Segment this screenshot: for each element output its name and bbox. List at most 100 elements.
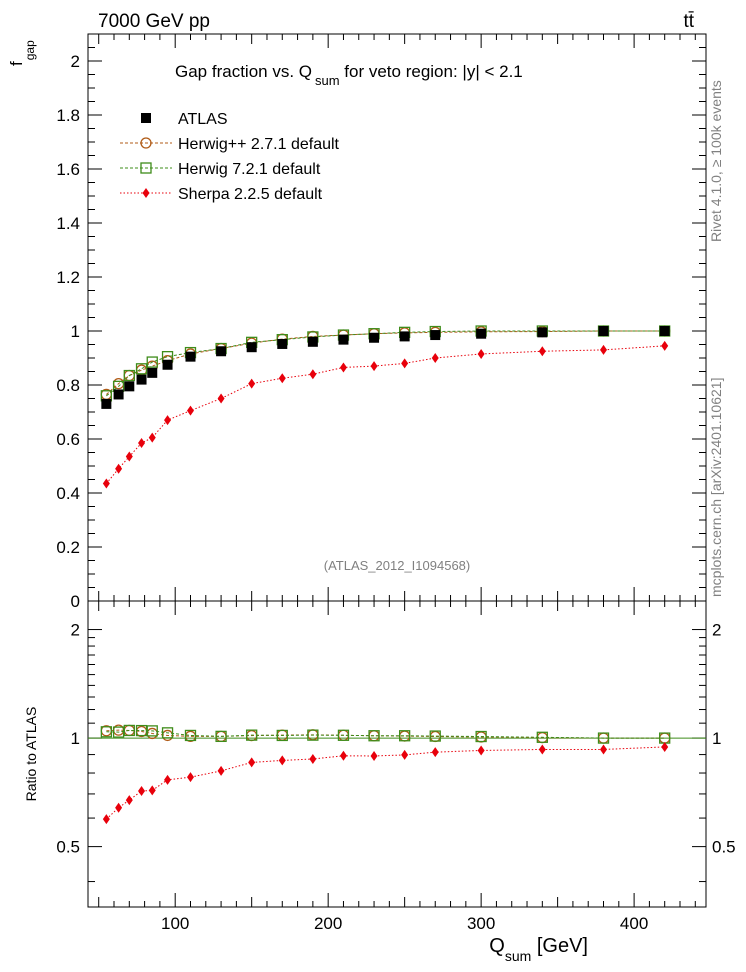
legend-item-atlas: ATLAS: [141, 111, 228, 128]
series-line: [106, 330, 665, 397]
series-herwig-7-2-1-default: [100, 325, 671, 744]
analysis-label: (ATLAS_2012_I1094568): [324, 558, 470, 573]
data-point: [124, 381, 135, 392]
ratio-point: [339, 750, 347, 761]
y-tick-label: 1.4: [56, 214, 80, 233]
ratio-tick-label-right: 1: [712, 729, 721, 748]
y-axis-label: fgap: [7, 40, 37, 66]
data-point: [307, 336, 318, 347]
legend-item-herwig-7-2-1-default: Herwig 7.2.1 default: [120, 161, 321, 178]
ratio-line: [106, 746, 665, 820]
data-point: [115, 463, 123, 474]
data-point: [102, 478, 110, 489]
ratio-tick-label: 0.5: [56, 838, 80, 857]
data-point: [277, 338, 288, 349]
legend: ATLAS Herwig++ 2.7.1 default Herwig 7.2.1 …: [120, 111, 340, 203]
series-sherpa-2-2-5-default: [102, 340, 669, 825]
ratio-point: [401, 749, 409, 760]
legend-label: Herwig++ 2.7.1 default: [178, 136, 340, 153]
data-point: [401, 358, 409, 369]
data-point: [309, 369, 317, 380]
ratio-tick-label: 1: [71, 729, 80, 748]
y-tick-label: 1.6: [56, 160, 80, 179]
data-point: [476, 328, 487, 339]
ratio-point: [278, 755, 286, 766]
ratio-point: [597, 732, 610, 744]
ratio-point: [600, 744, 608, 755]
y-tick-label: 0.4: [56, 484, 80, 503]
y-tick-label: 1.8: [56, 106, 80, 125]
data-point: [538, 346, 546, 357]
data-point: [369, 332, 380, 343]
ratio-point: [538, 744, 546, 755]
ratio-tick-label: 2: [71, 621, 80, 640]
data-point: [431, 353, 439, 363]
ratio-point: [307, 729, 319, 741]
legend-marker: [140, 137, 152, 149]
ratio-point: [536, 731, 548, 743]
ratio-tick-label-right: 0.5: [712, 838, 736, 857]
ratio-point: [248, 757, 256, 768]
ratio-y-axis-label: Ratio to ATLAS: [23, 707, 39, 802]
ratio-point: [148, 785, 156, 796]
data-point: [135, 363, 148, 375]
data-point: [164, 415, 172, 426]
ratio-point: [138, 786, 146, 797]
data-point: [125, 451, 133, 462]
x-tick-label: 400: [620, 914, 648, 933]
data-point: [216, 346, 227, 357]
legend-label: ATLAS: [178, 111, 228, 128]
data-point: [136, 374, 147, 385]
ratio-point: [276, 729, 288, 742]
y-tick-label: 1: [71, 322, 80, 341]
data-point: [138, 438, 146, 449]
energy-label: 7000 GeV pp: [98, 11, 210, 32]
ratio-point: [184, 729, 197, 742]
data-point: [370, 361, 378, 372]
data-point: [123, 369, 135, 382]
data-point: [338, 334, 349, 345]
ratio-point: [368, 730, 380, 742]
data-point: [661, 340, 669, 351]
ratio-point: [161, 727, 174, 739]
ratio-point: [164, 774, 172, 785]
ratio-panel-frame: [87, 600, 707, 908]
data-point: [147, 367, 158, 378]
ratio-point: [135, 724, 148, 737]
y-tick-label: 2: [71, 52, 80, 71]
legend-label: Sherpa 2.2.5 default: [178, 186, 323, 203]
ratio-point: [246, 729, 258, 741]
data-point: [659, 326, 670, 336]
data-layer: [100, 325, 671, 825]
legend-marker: [141, 113, 151, 123]
data-point: [101, 398, 112, 409]
legend-item-sherpa-2-2-5-default: Sherpa 2.2.5 default: [120, 186, 323, 203]
x-tick-label: 200: [314, 914, 342, 933]
axes-layer: 100 200 300 400 0 0.2 0.4 0.6 0.8 1 1.2 1.4 1.6 1.8 2 0…: [56, 33, 736, 933]
ratio-point: [125, 795, 133, 806]
ratio-point: [115, 802, 123, 813]
data-point: [430, 330, 441, 341]
ratio-point: [100, 726, 113, 738]
y-tick-label: 0.8: [56, 376, 80, 395]
data-point: [339, 362, 347, 373]
data-point: [146, 356, 158, 368]
data-point: [246, 342, 257, 353]
ratio-point: [370, 750, 378, 761]
rivet-label: Rivet 4.1.0, ≥ 100k events: [708, 80, 724, 242]
data-point: [148, 432, 156, 443]
data-point: [248, 378, 256, 389]
data-point: [186, 405, 194, 416]
data-point: [162, 359, 173, 370]
x-axis-label: Qsum [GeV]: [489, 935, 588, 964]
data-point: [600, 344, 608, 355]
ratio-point: [112, 726, 125, 738]
ratio-point: [475, 730, 487, 743]
x-tick-label: 300: [467, 914, 495, 933]
ratio-point: [186, 772, 194, 783]
series-line: [106, 330, 665, 395]
ratio-point: [431, 747, 439, 758]
ratio-point: [217, 765, 225, 776]
